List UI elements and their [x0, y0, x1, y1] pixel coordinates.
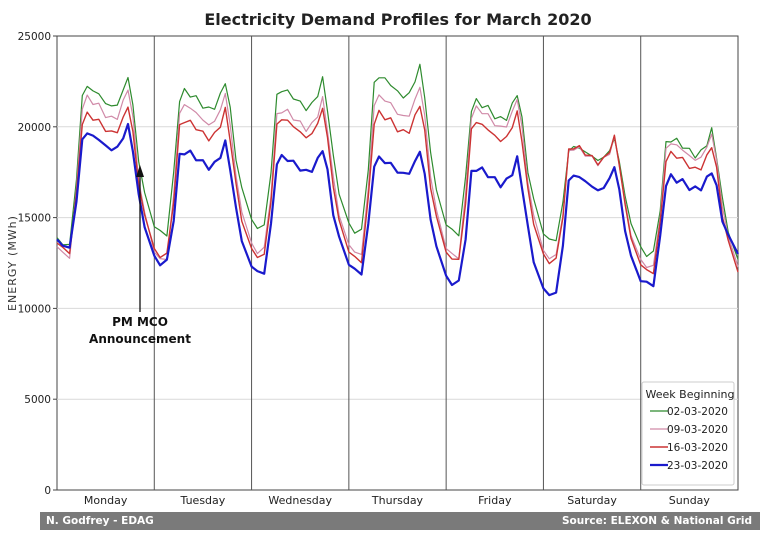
y-tick-label: 5000: [24, 394, 51, 406]
annotation-line-2: Announcement: [89, 332, 191, 346]
legend-label: 02-03-2020: [667, 406, 728, 418]
series-lines: [56, 63, 739, 297]
plot-area: [56, 35, 739, 491]
footer-bar: N. Godfrey - EDAG Source: ELEXON & Natio…: [40, 512, 760, 530]
legend-title: Week Beginning: [646, 388, 735, 401]
y-tick-label: 10000: [18, 303, 51, 315]
x-tick-label: Sunday: [669, 494, 711, 507]
x-tick-label: Tuesday: [180, 494, 226, 507]
legend-label: 23-03-2020: [667, 460, 728, 472]
x-tick-label: Friday: [478, 494, 512, 507]
legend-label: 09-03-2020: [667, 424, 728, 436]
y-tick-label: 0: [44, 485, 51, 497]
legend-label: 16-03-2020: [667, 442, 728, 454]
chart-title: Electricity Demand Profiles for March 20…: [204, 10, 591, 29]
x-tick-label: Saturday: [567, 494, 617, 507]
annotation-arrowhead: [136, 165, 144, 177]
y-tick-label: 25000: [18, 31, 51, 43]
x-tick-label: Wednesday: [268, 494, 332, 507]
x-tick-label: Monday: [84, 494, 128, 507]
series-line-16-03-2020: [56, 105, 739, 275]
legend-box: [641, 381, 735, 486]
author-credit: N. Godfrey - EDAG: [46, 515, 154, 527]
legend-items: 02-03-2020 09-03-2020 16-03-2020 23-03-2020: [650, 406, 728, 472]
y-tick-label: 20000: [18, 122, 51, 134]
x-tick-label: Thursday: [371, 494, 424, 507]
x-axis: Monday Tuesday Wednesday Thursday Friday Satu…: [84, 494, 710, 507]
y-tick-label: 15000: [18, 213, 51, 225]
series-line-23-03-2020: [56, 122, 739, 297]
series-line-02-03-2020: [56, 63, 739, 260]
annotation: PM MCO Announcement: [89, 165, 191, 346]
legend: Week Beginning 02-03-2020 09-03-2020 16-03…: [641, 381, 735, 486]
y-axis: 0 5000 10000 15000 20000 25000: [18, 31, 57, 497]
annotation-line-1: PM MCO: [112, 315, 168, 329]
y-axis-label: ENERGY (MWh): [6, 215, 19, 311]
source-credit: Source: ELEXON & National Grid: [562, 515, 752, 527]
